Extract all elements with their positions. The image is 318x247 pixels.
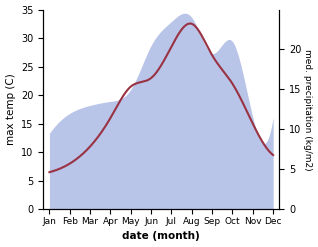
- Y-axis label: max temp (C): max temp (C): [5, 74, 16, 145]
- Y-axis label: med. precipitation (kg/m2): med. precipitation (kg/m2): [303, 49, 313, 170]
- X-axis label: date (month): date (month): [122, 231, 200, 242]
